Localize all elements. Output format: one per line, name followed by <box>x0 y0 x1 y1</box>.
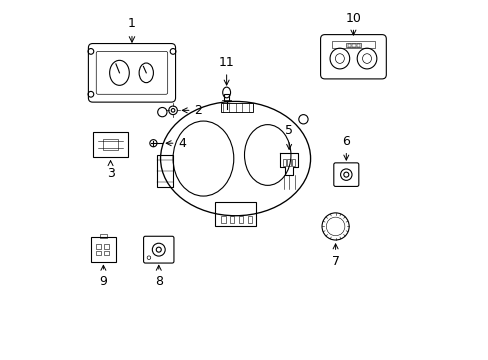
Bar <box>224 94 229 102</box>
Bar <box>247 216 252 223</box>
Text: 3: 3 <box>106 161 114 180</box>
Bar <box>100 234 107 238</box>
Bar <box>291 158 295 166</box>
Bar <box>239 216 243 223</box>
Text: 2: 2 <box>182 104 202 117</box>
Text: 4: 4 <box>166 137 186 150</box>
Text: 6: 6 <box>342 135 349 160</box>
Bar <box>331 41 374 48</box>
Text: 7: 7 <box>331 244 339 268</box>
Bar <box>157 155 173 187</box>
Bar <box>96 251 101 255</box>
Bar <box>346 43 360 47</box>
Bar <box>221 103 253 112</box>
Text: 10: 10 <box>345 12 361 35</box>
Text: 9: 9 <box>99 265 107 288</box>
Bar <box>96 244 101 249</box>
Text: 5: 5 <box>285 124 292 149</box>
Bar <box>104 244 109 249</box>
Bar <box>230 216 234 223</box>
Bar <box>221 216 225 223</box>
Text: 8: 8 <box>154 265 163 288</box>
Text: 1: 1 <box>128 17 136 30</box>
Bar <box>356 44 359 47</box>
Bar <box>352 44 355 47</box>
Bar <box>287 158 290 166</box>
Bar <box>347 44 350 47</box>
Bar <box>282 158 285 166</box>
Bar <box>104 251 109 255</box>
Text: 11: 11 <box>218 56 234 85</box>
Bar <box>103 139 118 150</box>
